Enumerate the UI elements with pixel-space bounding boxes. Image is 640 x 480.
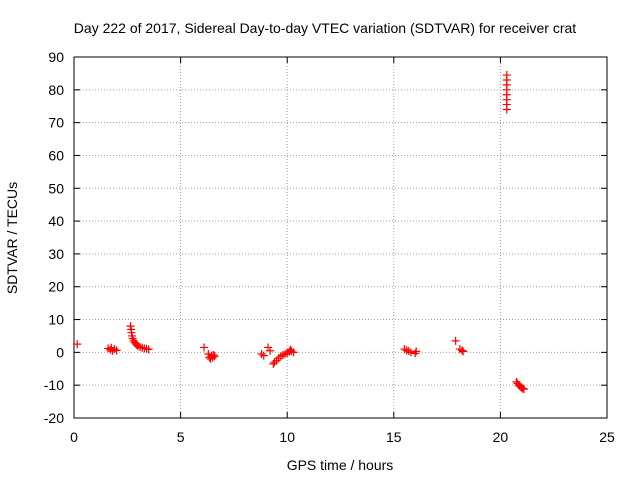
- data-point: [519, 385, 528, 394]
- data-point: [210, 352, 219, 361]
- x-tick-label: 25: [599, 429, 615, 445]
- y-tick-label: 30: [48, 246, 64, 262]
- y-tick-label: 60: [48, 147, 64, 163]
- chart-title: Day 222 of 2017, Sidereal Day-to-day VTE…: [74, 20, 576, 36]
- x-axis-label: GPS time / hours: [287, 457, 394, 473]
- data-point: [459, 347, 468, 356]
- y-tick-label: 80: [48, 82, 64, 98]
- data-point: [73, 340, 82, 349]
- data-point: [142, 344, 151, 353]
- data-point: [502, 105, 511, 114]
- x-tick-label: 15: [386, 429, 402, 445]
- x-tick-labels: 0 5 10 15 20 25: [70, 429, 615, 445]
- data-point: [411, 349, 420, 358]
- data-point: [259, 351, 268, 360]
- plot-frame: [73, 56, 608, 419]
- data-point: [518, 384, 527, 393]
- x-tick-label: 5: [177, 429, 185, 445]
- y-tick-labels: -20 -10 0 10 20 30 40 50 60 70 80 90: [44, 49, 64, 426]
- y-tick-label: 10: [48, 312, 64, 328]
- x-tick-label: 10: [279, 429, 295, 445]
- data-point: [289, 348, 298, 357]
- data-point: [144, 345, 153, 354]
- data-point: [412, 347, 421, 356]
- y-tick-label: 20: [48, 279, 64, 295]
- data-point: [209, 350, 218, 359]
- grid-lines: [74, 57, 607, 418]
- x-tick-label: 20: [493, 429, 509, 445]
- data-point: [451, 336, 460, 345]
- data-point: [266, 346, 275, 355]
- data-points: [73, 71, 528, 394]
- data-point: [126, 322, 135, 331]
- axis-ticks: [73, 56, 608, 419]
- x-tick-label: 0: [70, 429, 78, 445]
- y-tick-label: -10: [44, 377, 64, 393]
- y-tick-label: 40: [48, 213, 64, 229]
- data-point: [458, 346, 467, 355]
- data-point: [200, 343, 209, 352]
- data-point: [402, 346, 411, 355]
- y-tick-label: 70: [48, 115, 64, 131]
- data-point: [112, 346, 121, 355]
- y-tick-label: 50: [48, 180, 64, 196]
- data-point: [257, 350, 266, 359]
- y-tick-label: 0: [56, 344, 64, 360]
- y-tick-label: 90: [48, 49, 64, 65]
- data-point: [406, 348, 415, 357]
- y-tick-label: -20: [44, 410, 64, 426]
- data-point: [107, 343, 116, 352]
- y-axis-label: SDTVAR / TECUs: [4, 182, 20, 294]
- data-point: [270, 358, 279, 367]
